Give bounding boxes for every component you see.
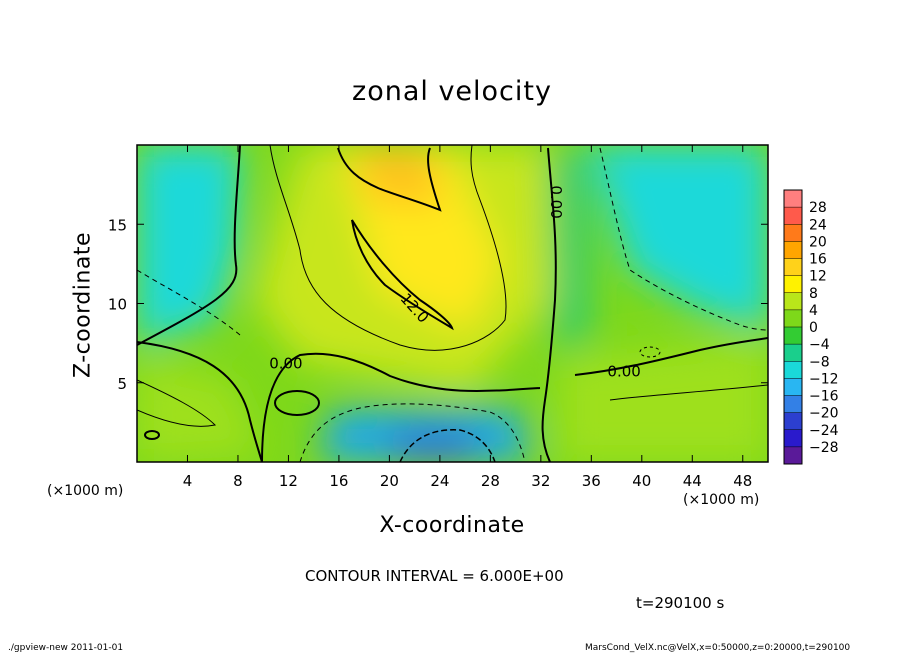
colorbar-label: 12 <box>809 269 827 285</box>
colorbar-label: −16 <box>809 389 839 405</box>
colorbar-label: −20 <box>809 406 839 422</box>
x-tick-label: 28 <box>481 472 500 490</box>
east-shear-region <box>550 150 590 350</box>
colorbar-swatch <box>784 275 802 294</box>
jet-core-region <box>355 148 440 205</box>
chart-title: zonal velocity <box>352 76 552 107</box>
x-tick-label: 16 <box>329 472 348 490</box>
contour-12 <box>337 147 454 331</box>
contour-6-lower-right <box>609 384 768 401</box>
colorbar-swatch <box>784 309 802 328</box>
colorbar-label: 16 <box>809 252 827 268</box>
colorbar-swatch <box>784 224 802 242</box>
y-tick-label: 15 <box>108 216 127 234</box>
colorbar-swatch <box>784 378 802 396</box>
colorbar-swatch <box>784 412 802 431</box>
colorbar-label: −4 <box>809 337 830 353</box>
x-tick-label: 24 <box>430 472 449 490</box>
x-tick-label: 32 <box>531 472 550 490</box>
colorbar-swatch <box>784 327 802 345</box>
footer-right: MarsCond_VelX.nc@VelX,x=0:50000,z=0:2000… <box>585 643 851 653</box>
colorbar-swatch <box>784 258 802 277</box>
contour-small-loop-east <box>639 346 661 358</box>
colorbar-swatch <box>784 429 802 448</box>
footer-left: ./gpview-new 2011-01-01 <box>8 643 124 653</box>
x-unit-right: (×1000 m) <box>683 492 760 508</box>
colorbar-label: 8 <box>809 286 818 302</box>
colorbar-swatch <box>784 344 802 362</box>
time-label: t=290100 s <box>636 594 725 612</box>
contour-neg6-west <box>137 269 241 336</box>
bottom-core-region <box>390 430 480 462</box>
colorbar-label: 4 <box>809 303 818 319</box>
contour-zero-east <box>541 147 557 462</box>
lower-left-positive-region <box>137 360 262 462</box>
y-axis-label: Z-coordinate <box>70 232 96 378</box>
x-tick-label: 4 <box>183 472 193 490</box>
x-axis-label: X-coordinate <box>379 513 525 538</box>
colorbar-label: 0 <box>809 320 818 336</box>
colorbar-swatch <box>784 446 802 465</box>
y-tick-label: 5 <box>117 375 127 393</box>
colorbar-swatch <box>784 292 802 311</box>
colorbar-label: −24 <box>809 423 839 439</box>
x-tick-label: 36 <box>582 472 601 490</box>
contour-6-west <box>269 145 507 351</box>
contour-zero-middle <box>261 352 541 462</box>
contour-zero-island <box>274 390 320 416</box>
x-axis: 4 8 12 16 20 24 28 32 36 40 44 48 <box>183 145 752 490</box>
y-axis: 5 10 15 <box>108 216 768 393</box>
colorbar-label: −12 <box>809 371 839 387</box>
contour-interval-text: CONTOUR INTERVAL = 6.000E+00 <box>305 567 564 585</box>
contour-label: 0.00 <box>269 354 302 372</box>
contour-neg6-east <box>599 147 768 331</box>
contour-small-loop <box>144 430 160 440</box>
x-unit-left: (×1000 m) <box>47 483 124 499</box>
colorbar-label: 20 <box>809 234 827 250</box>
upper-east-negative-region <box>590 145 768 330</box>
contour-label: 0.00 <box>547 185 565 218</box>
x-tick-label: 8 <box>233 472 243 490</box>
colorbar-label: 28 <box>809 200 827 216</box>
x-tick-label: 48 <box>733 472 752 490</box>
colorbar-swatch <box>784 190 802 208</box>
contour-neg12-bottom <box>399 429 496 462</box>
contour-6-lower-left <box>137 379 217 427</box>
contour-label: 0.00 <box>607 362 640 380</box>
y-tick-label: 10 <box>108 296 127 314</box>
contour-zero-lower-right <box>574 337 768 376</box>
x-tick-label: 44 <box>683 472 702 490</box>
contour-zero-lower <box>137 341 263 462</box>
contour-neg6-bottom <box>299 403 526 462</box>
colorbar-swatch <box>784 241 802 259</box>
x-tick-label: 40 <box>632 472 651 490</box>
colorbar-label: −28 <box>809 440 839 456</box>
colorbar-swatch <box>784 395 802 414</box>
colorbar-swatch <box>784 361 802 379</box>
colorbar-label: −8 <box>809 354 830 370</box>
upper-west-negative-region <box>137 145 240 345</box>
x-tick-label: 12 <box>279 472 298 490</box>
colorbar-label: 24 <box>809 217 827 233</box>
colorbar-swatch <box>784 207 802 225</box>
contour-zero-west <box>137 145 241 346</box>
field-area <box>137 145 768 462</box>
x-tick-label: 20 <box>380 472 399 490</box>
